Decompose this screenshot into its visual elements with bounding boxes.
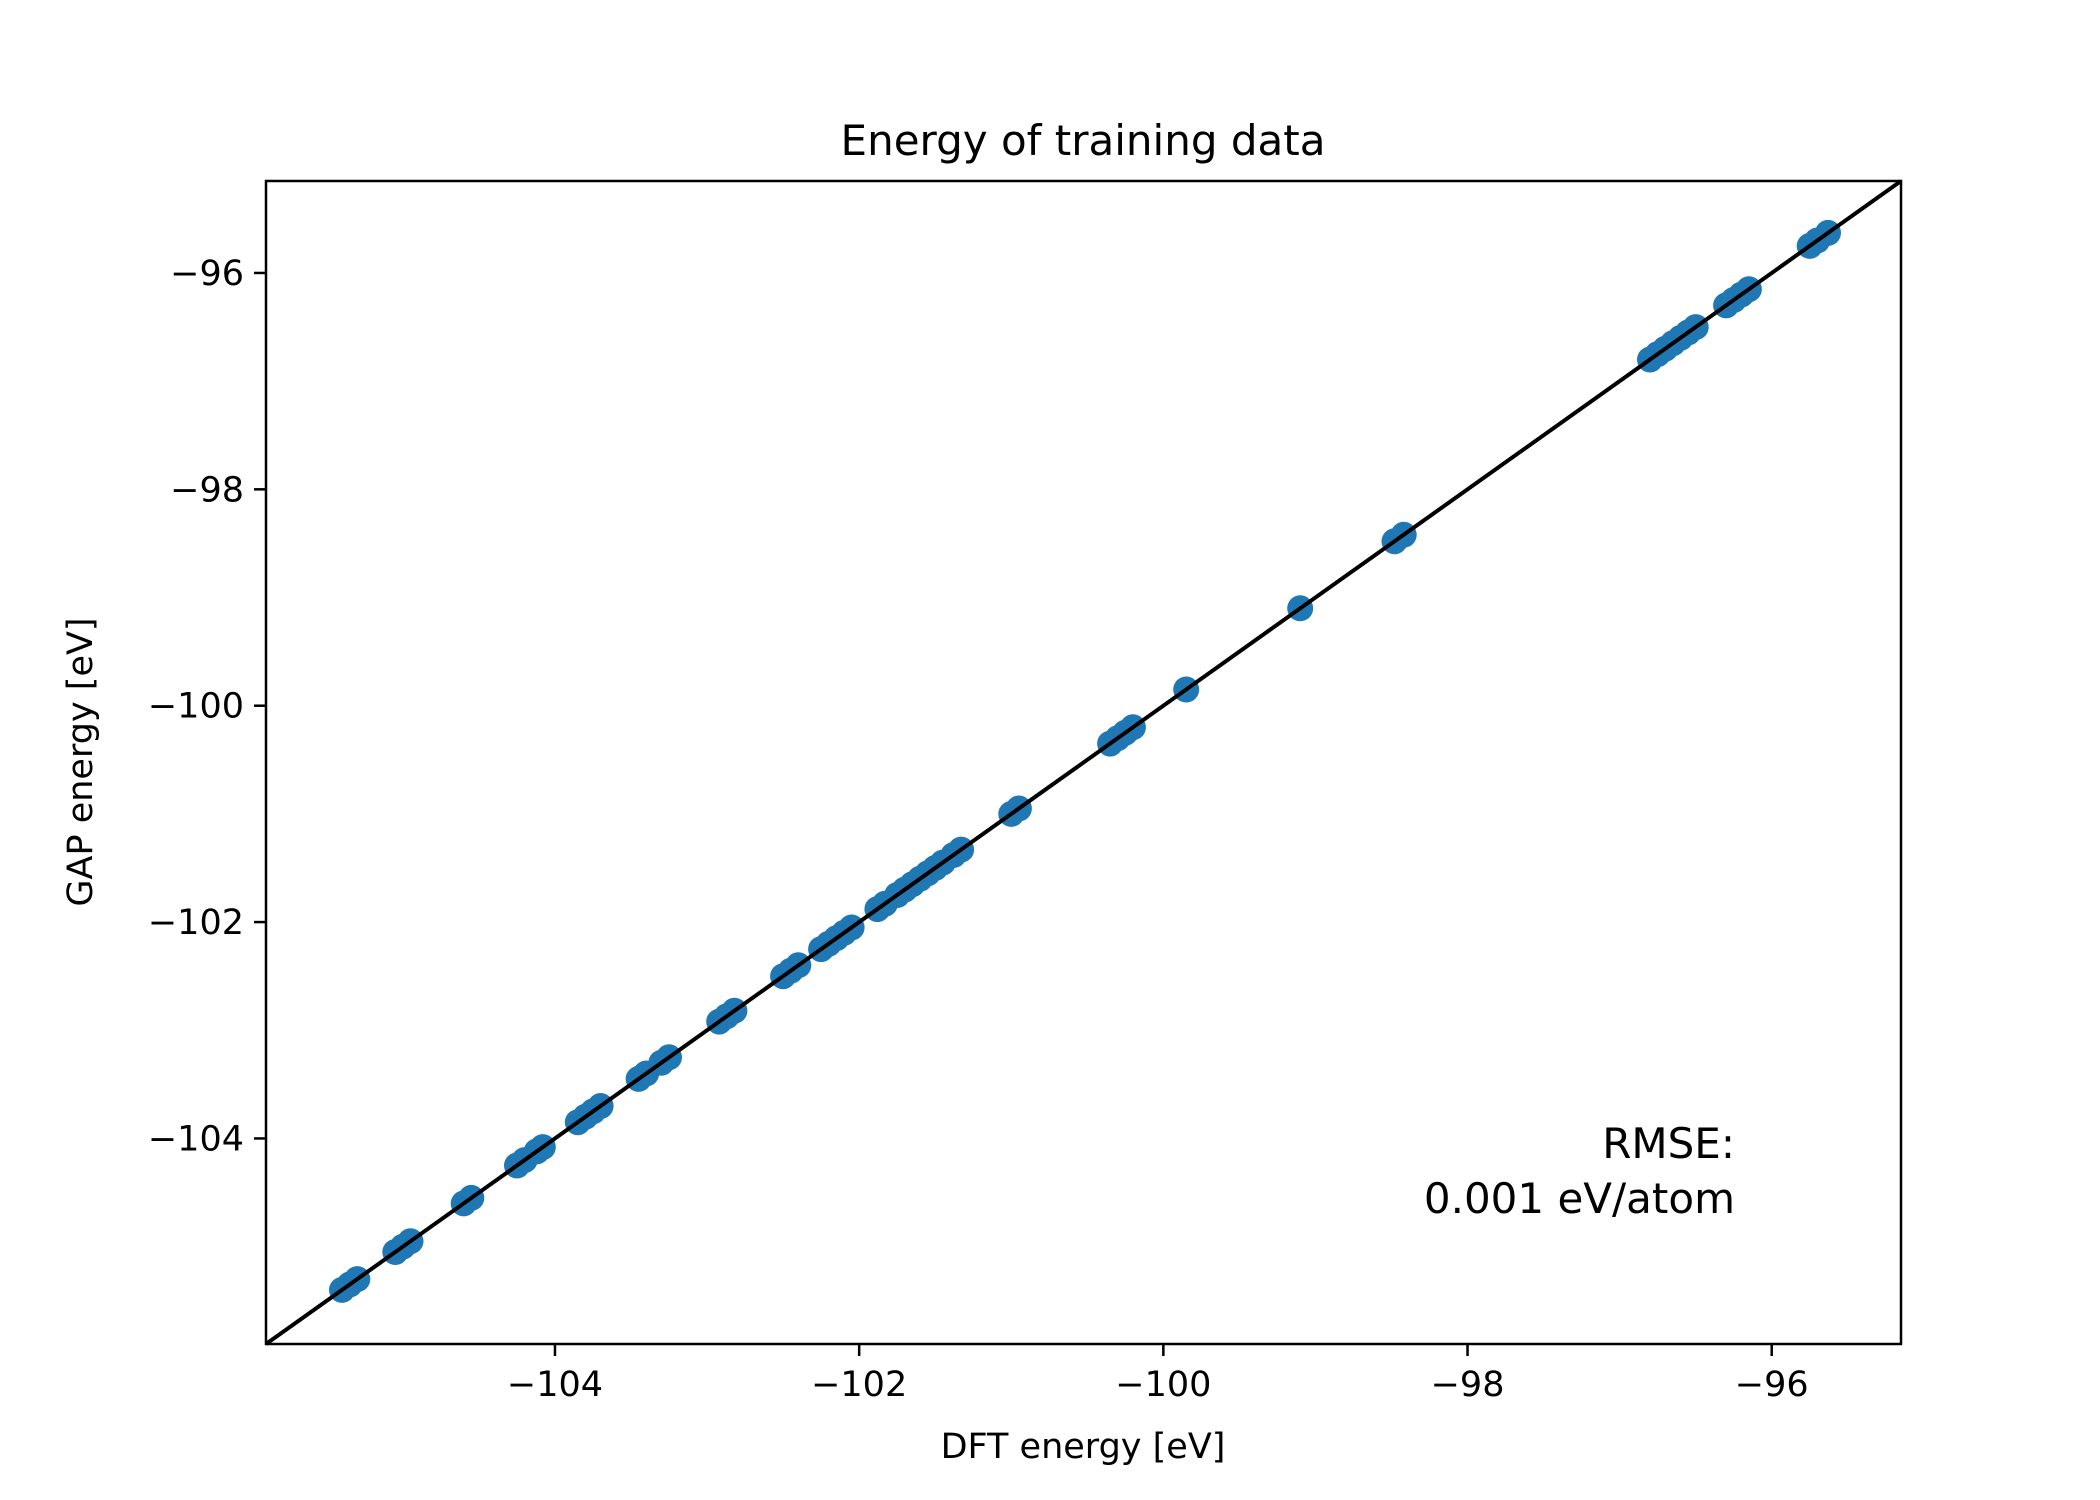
plot-frame	[264, 179, 1903, 1346]
y-axis-ticks: −104 −102 −100 −98 −96	[148, 254, 266, 1159]
x-axis-ticks: −104 −102 −100 −98 −96	[507, 1344, 1809, 1405]
y-tick-label-3: −98	[170, 470, 244, 510]
y-tick-label-2: −100	[148, 687, 244, 727]
rmse-value: 0.001 eV/atom	[1424, 1174, 1735, 1223]
x-axis-label: DFT energy [eV]	[941, 1427, 1226, 1467]
x-tick-label-4: −96	[1735, 1365, 1809, 1405]
x-tick-label-3: −98	[1431, 1365, 1505, 1405]
x-tick-label-0: −104	[507, 1365, 603, 1405]
x-tick-label-2: −100	[1115, 1365, 1211, 1405]
y-tick-label-1: −102	[148, 903, 244, 943]
reference-line	[264, 179, 1903, 1346]
reference-line-layer	[264, 179, 1903, 1346]
y-axis-label: GAP energy [eV]	[61, 617, 101, 906]
y-tick-label-4: −96	[170, 254, 244, 294]
chart-title: Energy of training data	[841, 116, 1326, 165]
rmse-label: RMSE:	[1602, 1119, 1735, 1168]
y-tick-label-0: −104	[148, 1119, 244, 1159]
x-tick-label-1: −102	[811, 1365, 907, 1405]
